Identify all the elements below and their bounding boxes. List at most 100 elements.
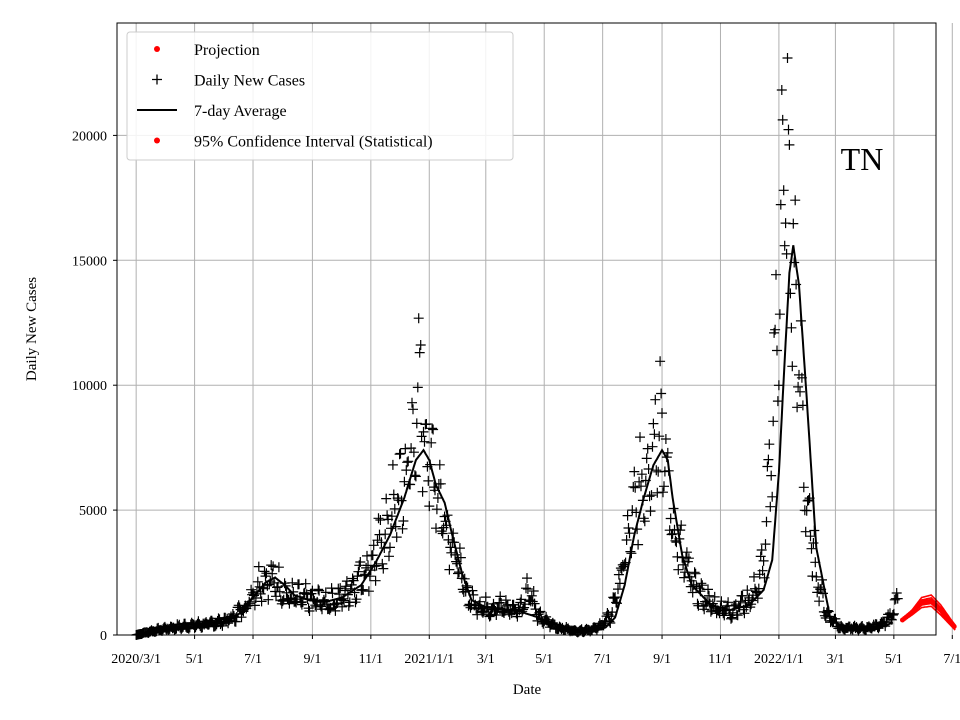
daily-case-marker [252, 576, 263, 587]
daily-case-marker [522, 573, 532, 584]
daily-case-marker [649, 429, 660, 440]
daily-case-marker [774, 309, 785, 320]
daily-case-marker [654, 431, 665, 442]
daily-case-marker [646, 490, 657, 501]
daily-case-marker [249, 600, 260, 611]
daily-case-marker [230, 616, 241, 627]
daily-case-marker [772, 345, 782, 356]
daily-case-marker [623, 523, 634, 533]
daily-case-marker [683, 553, 694, 564]
y-tick-label: 10000 [72, 379, 107, 394]
daily-case-marker [512, 611, 523, 622]
x-tick-label: 7/1 [594, 652, 612, 667]
daily-case-marker [484, 611, 495, 622]
daily-case-marker [679, 572, 690, 583]
daily-case-marker [281, 587, 292, 598]
daily-case-marker [690, 568, 701, 579]
daily-case-marker [775, 199, 786, 210]
daily-case-marker [391, 532, 402, 543]
daily-case-marker [703, 584, 713, 595]
daily-case-marker [346, 579, 357, 590]
daily-case-marker [607, 607, 618, 618]
daily-case-marker [628, 481, 639, 492]
daily-case-marker [778, 185, 789, 196]
daily-case-marker [742, 585, 753, 596]
daily-case-marker [358, 584, 369, 595]
daily-case-marker [798, 482, 809, 493]
daily-case-marker [760, 539, 771, 550]
legend-entry: Projection [154, 42, 260, 59]
x-tick-label: 7/1 [244, 652, 262, 667]
daily-case-marker [335, 583, 346, 594]
daily-case-marker [659, 481, 669, 492]
daily-case-marker [723, 597, 734, 608]
daily-case-marker [660, 434, 671, 444]
daily-case-marker [352, 571, 363, 582]
daily-case-marker [535, 606, 546, 617]
daily-case-marker [385, 542, 395, 553]
daily-case-marker [431, 523, 441, 534]
daily-case-marker [656, 388, 667, 399]
legend-plus-marker [152, 74, 162, 85]
daily-case-marker [445, 542, 456, 553]
daily-case-marker [612, 598, 622, 609]
daily-case-marker [793, 381, 804, 392]
daily-case-marker [784, 139, 795, 150]
axis-ticks: 2020/3/1 5/1 7/1 9/1 11/1 2021/1/1 3/1 5/1 7/1 9/… [72, 129, 960, 667]
daily-case-marker [427, 423, 438, 434]
daily-case-marker [428, 424, 439, 435]
daily-case-marker [296, 599, 307, 610]
x-tick-label: 5/1 [885, 652, 903, 667]
daily-case-marker [639, 516, 650, 527]
daily-case-marker [732, 610, 743, 621]
daily-case-marker [771, 269, 781, 280]
daily-case-marker [397, 523, 408, 534]
daily-case-marker [424, 501, 435, 512]
x-tick-label: 5/1 [535, 652, 553, 667]
x-tick-label: 9/1 [653, 652, 671, 667]
daily-case-marker [273, 562, 284, 573]
daily-case-marker [790, 195, 801, 206]
daily-case-marker [777, 114, 788, 125]
seven-day-average-line [145, 245, 894, 636]
daily-case-marker [389, 503, 400, 514]
daily-case-marker [300, 578, 311, 589]
daily-case-marker [785, 288, 796, 299]
daily-case-marker [299, 587, 310, 598]
y-tick-label: 5000 [79, 504, 107, 519]
daily-case-marker [504, 609, 515, 620]
daily-case-marker [792, 402, 803, 413]
daily-case-marker [764, 439, 775, 450]
legend-label: Daily New Cases [194, 73, 305, 90]
daily-case-marker [313, 584, 324, 595]
daily-case-marker [765, 501, 776, 512]
daily-case-marker [257, 582, 268, 593]
y-tick-label: 0 [100, 629, 107, 644]
legend-label: Projection [194, 42, 260, 59]
daily-case-marker [624, 528, 635, 539]
daily-case-marker [805, 531, 816, 542]
daily-case-marker [647, 441, 658, 452]
daily-case-marker [267, 568, 278, 579]
daily-case-marker [387, 459, 398, 470]
daily-case-marker [529, 598, 540, 609]
daily-case-marker [419, 436, 430, 447]
daily-case-marker [767, 491, 778, 502]
daily-case-marker [811, 571, 822, 582]
daily-case-marker [641, 453, 652, 464]
x-tick-label: 2022/1/1 [754, 652, 804, 667]
daily-case-marker [363, 586, 374, 597]
daily-case-marker [667, 528, 678, 539]
daily-case-marker [410, 471, 421, 482]
daily-case-marker [779, 240, 790, 251]
daily-case-marker [716, 596, 727, 607]
daily-case-marker [636, 469, 647, 480]
seven-day-average-series [145, 245, 894, 636]
daily-case-marker [386, 511, 397, 522]
daily-case-marker [634, 476, 645, 487]
daily-case-marker [672, 551, 683, 562]
daily-case-marker [337, 601, 348, 612]
daily-case-marker [762, 461, 773, 472]
daily-case-marker [399, 476, 410, 487]
plot-frame [116, 22, 937, 636]
